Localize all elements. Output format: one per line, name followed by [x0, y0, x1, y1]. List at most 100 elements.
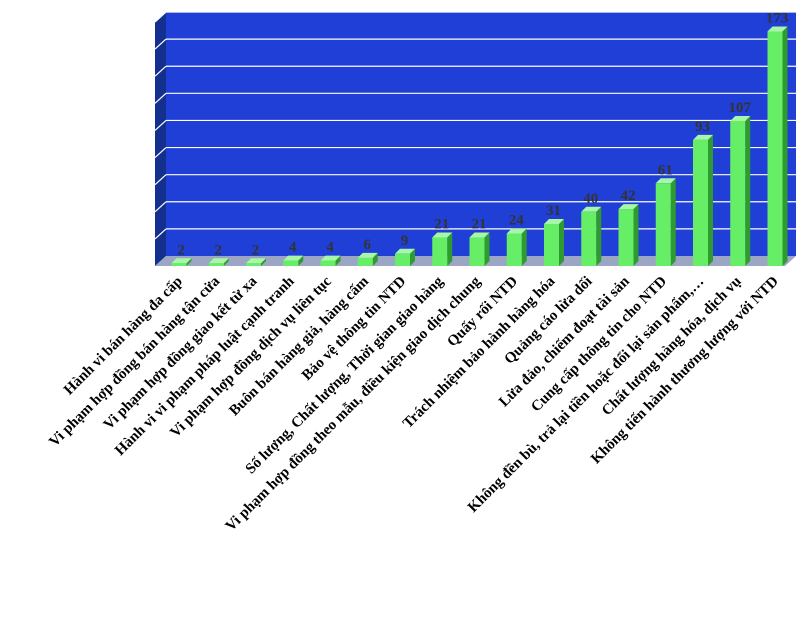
- bar: [283, 255, 304, 266]
- bar-front: [469, 237, 485, 266]
- gridline-side: [154, 201, 167, 213]
- bar-top: [767, 26, 788, 32]
- value-label: 21: [434, 217, 449, 233]
- bar: [395, 248, 415, 266]
- bar-top: [693, 134, 713, 140]
- gridline-side: [154, 38, 167, 50]
- bar-front: [581, 211, 597, 266]
- gridline-side: [154, 147, 167, 158]
- bar-front: [655, 183, 671, 266]
- value-label: 6: [364, 237, 372, 253]
- bar-side: [447, 232, 453, 266]
- gridline-side: [154, 92, 167, 104]
- bar: [357, 252, 378, 266]
- value-label: 2: [215, 242, 223, 258]
- bar: [469, 232, 490, 266]
- bar: [655, 178, 676, 266]
- bar-top: [655, 178, 676, 184]
- bar-side: [372, 252, 378, 266]
- value-label: 9: [401, 233, 409, 249]
- bar-top: [730, 115, 751, 121]
- gridline-side: [154, 228, 167, 240]
- bar: [246, 258, 266, 266]
- gridline-side: [154, 174, 167, 186]
- bar-front: [693, 139, 708, 266]
- bar-front: [320, 260, 336, 266]
- value-label: 21: [472, 217, 487, 233]
- bar-top: [544, 218, 564, 224]
- bar-side: [633, 204, 639, 266]
- bar-side: [596, 206, 602, 266]
- bar-side: [484, 232, 490, 266]
- bar-front: [395, 253, 410, 266]
- bar-top: [283, 255, 304, 261]
- bar-side: [186, 258, 192, 266]
- bar-front: [171, 263, 187, 266]
- value-label: 2: [252, 242, 260, 258]
- bar: [767, 26, 788, 266]
- bar-side: [335, 255, 341, 266]
- bar-front: [246, 263, 261, 266]
- bar-side: [782, 26, 788, 266]
- value-label: 93: [695, 119, 710, 135]
- bar-side: [223, 258, 229, 266]
- bar-side: [745, 115, 751, 266]
- bar: [506, 228, 527, 266]
- value-label: 42: [621, 188, 636, 204]
- plot-area: [154, 11, 796, 266]
- bar: [730, 115, 751, 266]
- bar-top: [171, 258, 192, 264]
- gridline-side: [154, 11, 167, 23]
- bar-top: [246, 258, 266, 264]
- bar-front: [767, 31, 783, 266]
- value-label: 107: [729, 100, 752, 116]
- bar-front: [506, 233, 522, 266]
- bar-side: [670, 178, 676, 266]
- value-label: 31: [546, 203, 561, 219]
- value-label: 24: [509, 212, 525, 228]
- bar-front: [283, 260, 299, 266]
- bar-top: [395, 248, 415, 254]
- bar-side: [559, 218, 564, 266]
- bar-front: [357, 257, 373, 266]
- bar-top: [432, 232, 453, 238]
- value-label: 40: [583, 191, 598, 207]
- bar: [581, 206, 602, 266]
- value-label: 4: [289, 240, 297, 256]
- bars: [171, 26, 788, 266]
- value-label: 2: [177, 242, 185, 258]
- bar: [320, 255, 341, 266]
- gridline-side: [154, 65, 167, 77]
- bar-front: [618, 209, 634, 266]
- bar: [432, 232, 453, 266]
- bar-top: [357, 252, 378, 258]
- bar-side: [298, 255, 304, 266]
- value-label: 173: [766, 10, 789, 26]
- value-label: 4: [326, 240, 334, 256]
- bar-front: [208, 263, 224, 266]
- bar-side: [708, 134, 713, 266]
- plot-side-wall: [155, 12, 166, 266]
- value-label: 61: [658, 162, 673, 178]
- bar-front: [544, 223, 559, 266]
- bar-top: [208, 258, 229, 264]
- bar: [544, 218, 564, 266]
- bar-side: [261, 258, 266, 266]
- bar-top: [320, 255, 341, 261]
- plot-back-wall: [166, 12, 796, 256]
- bar: [171, 258, 192, 266]
- bar-top: [581, 206, 602, 212]
- bar-top: [506, 228, 527, 234]
- bar-side: [521, 228, 527, 266]
- bar-top: [618, 204, 639, 210]
- bar-front: [730, 120, 746, 266]
- bar: [693, 134, 713, 266]
- bar-top: [469, 232, 490, 238]
- bar-front: [432, 237, 448, 266]
- bar: [618, 204, 639, 266]
- bar: [208, 258, 229, 266]
- bar-side: [410, 248, 415, 266]
